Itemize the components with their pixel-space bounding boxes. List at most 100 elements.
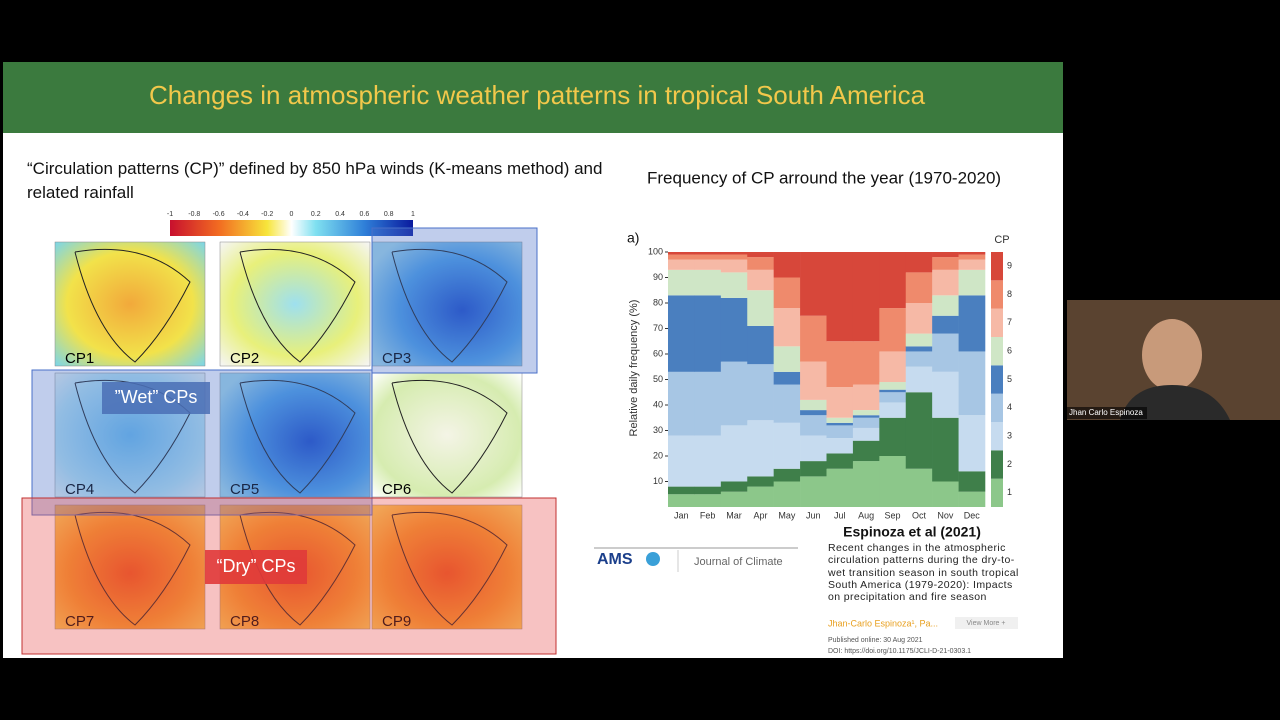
stacked-bar-segment	[852, 252, 880, 342]
stacked-bar-segment	[852, 341, 880, 385]
webcam-body	[1120, 385, 1230, 420]
stacked-bar-segment	[720, 481, 748, 492]
stacked-bar-segment	[852, 417, 880, 428]
x-tick-label: Jun	[806, 510, 821, 520]
doi: DOI: https://doi.org/10.1175/JCLI-D-21-0…	[828, 648, 971, 655]
map-label: CP4	[65, 481, 94, 498]
stacked-bar-segment	[958, 269, 986, 296]
map-panel	[371, 504, 523, 630]
stacked-bar-segment	[958, 415, 986, 472]
coastline	[74, 511, 191, 626]
y-tick-label: 10	[653, 476, 663, 486]
y-tick-label: 50	[653, 374, 663, 384]
y-axis-label: Relative daily frequency (%)	[628, 300, 640, 437]
stacked-bar-segment	[694, 435, 722, 487]
stacked-bar-segment	[958, 252, 986, 255]
stacked-bar-segment	[720, 297, 748, 362]
map-label: CP9	[382, 613, 411, 630]
stacked-bar-segment	[747, 325, 774, 365]
x-tick-label: Oct	[912, 510, 927, 520]
view-more[interactable]: View More +	[967, 620, 1006, 627]
map-panel	[371, 241, 523, 367]
legend-swatch	[991, 280, 1003, 309]
stacked-bar-segment	[958, 259, 986, 270]
stacked-bar-segment	[668, 269, 695, 296]
colorbar-tick-label: 0.2	[311, 211, 321, 218]
stacked-bar-segment	[747, 257, 774, 270]
x-tick-label: Mar	[726, 510, 742, 520]
colorbar-tick-label: 0.4	[335, 211, 345, 218]
stacked-bar-segment	[747, 252, 774, 258]
stacked-bar-segment	[879, 351, 907, 383]
map-panels: CP1 CP2 CP3 CP4 CP5 CP6 CP7 CP8 CP9	[54, 241, 523, 630]
stacked-bar-segment	[720, 361, 748, 426]
stacked-bar-segment	[773, 371, 801, 385]
stacked-bar-segment	[879, 456, 907, 507]
stacked-bar-segment	[879, 402, 907, 418]
stacked-bar-segment	[905, 366, 933, 393]
stacked-bar-segment	[852, 427, 880, 441]
legend-swatch	[991, 450, 1003, 479]
dry-label: “Dry” CPs	[217, 556, 296, 576]
citation: Espinoza et al (2021)	[843, 524, 981, 540]
stacked-bar-segment	[826, 387, 854, 418]
legend-label: 2	[1007, 459, 1012, 469]
stacked-bar-segment	[694, 269, 722, 296]
legend-label: 7	[1007, 317, 1012, 327]
stacked-bar-segment	[826, 252, 854, 342]
x-tick-label: Feb	[700, 510, 716, 520]
stacked-bar-segment	[800, 476, 827, 507]
legend-title: CP	[994, 234, 1009, 246]
stacked-bar-segment	[826, 425, 854, 439]
stacked-bar-segment	[773, 346, 801, 372]
stacked-bar-segment	[958, 351, 986, 416]
stacked-bar-segment	[800, 435, 827, 462]
stacked-bar-segment	[905, 468, 933, 507]
colorbar-tick-label: -0.4	[237, 211, 249, 218]
wet-label-box	[102, 382, 210, 414]
legend-label: 9	[1007, 261, 1012, 271]
stacked-bar-segment	[879, 389, 907, 393]
stacked-bar-segment	[852, 384, 880, 411]
stacked-bar-segment	[773, 468, 801, 482]
participant-name: Jhan Carlo Espinoza	[1069, 408, 1143, 417]
legend-label: 6	[1007, 346, 1012, 356]
stacked-bar-segment	[720, 252, 748, 255]
stacked-bar-segment	[694, 259, 722, 270]
legend-swatch	[991, 365, 1003, 394]
stacked-bar-segment	[800, 410, 827, 416]
legend-label: 3	[1007, 431, 1012, 441]
stacked-bar-segment	[668, 371, 695, 436]
stacked-bar-segment	[800, 461, 827, 477]
map-panel	[219, 372, 371, 498]
coastline	[391, 511, 508, 626]
stacked-bar-segment	[694, 254, 722, 260]
stacked-bar-segment	[958, 471, 986, 492]
stacked-bar-segment	[800, 415, 827, 436]
stacked-bar-segment	[720, 259, 748, 273]
x-tick-label: Dec	[964, 510, 981, 520]
slide-header	[3, 62, 1063, 133]
colorbar-tick-label: -0.8	[188, 211, 200, 218]
stacked-bar-segment	[747, 486, 774, 507]
view-more-button[interactable]	[955, 617, 1018, 629]
stacked-bar-segment	[932, 269, 959, 296]
panel-label: a)	[627, 230, 639, 246]
stacked-bar-segment	[800, 252, 827, 316]
stacked-bar-segment	[720, 425, 748, 482]
stacked-bar-segment	[668, 435, 695, 487]
stacked-bar-segment	[747, 476, 774, 487]
map-panel	[371, 372, 523, 498]
map-label: CP7	[65, 613, 94, 630]
published-date: Published online: 30 Aug 2021	[828, 637, 923, 644]
coastline	[74, 248, 191, 363]
article-title: Recent changes in the atmospheric circul…	[828, 542, 1019, 604]
x-tick-label: Aug	[858, 510, 874, 520]
journal-name: Journal of Climate	[694, 556, 783, 568]
legend-label: 1	[1007, 487, 1012, 497]
y-tick-label: 20	[653, 450, 663, 460]
stacked-bar-segment	[932, 295, 959, 316]
legend-swatch	[991, 422, 1003, 451]
